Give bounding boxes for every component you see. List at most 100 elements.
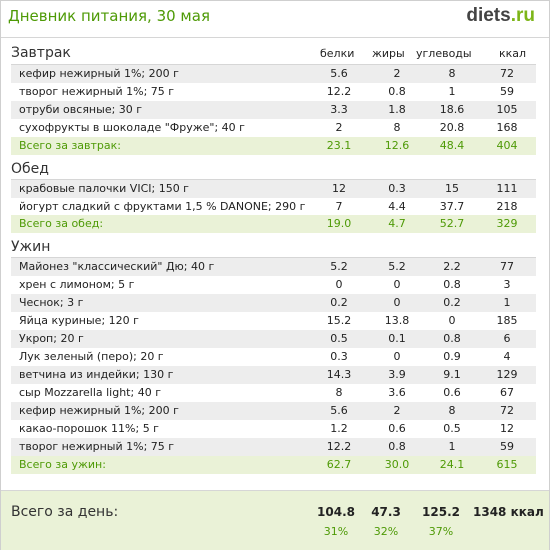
kcal-total: 615 bbox=[496, 458, 518, 471]
table-row: хрен с лимоном; 5 г 0 0 0.8 3 bbox=[11, 276, 536, 295]
fat-value: 0.3 bbox=[388, 182, 406, 195]
kcal-value: 111 bbox=[496, 182, 518, 195]
section-title-lunch: Обед bbox=[11, 161, 49, 177]
carbs-value: 1 bbox=[448, 440, 456, 453]
table-row: кефир нежирный 1%; 200 г 5.6 2 8 72 bbox=[11, 65, 536, 84]
kcal-value: 4 bbox=[503, 350, 511, 363]
table-row: сыр Mozzarella light; 40 г 8 3.6 0.6 67 bbox=[11, 384, 536, 403]
section-divider bbox=[11, 257, 536, 258]
table-row: отруби овсяные; 30 г 3.3 1.8 18.6 105 bbox=[11, 101, 536, 120]
breakfast-total-row: Всего за завтрак: 23.1 12.6 48.4 404 bbox=[11, 137, 536, 156]
table-row: творог нежирный 1%; 75 г 12.2 0.8 1 59 bbox=[11, 438, 536, 457]
column-header-protein: белки bbox=[320, 47, 355, 60]
protein-value: 12.2 bbox=[326, 85, 352, 98]
kcal-value: 3 bbox=[503, 278, 511, 291]
carbs-value: 0.8 bbox=[443, 278, 461, 291]
carbs-total: 24.1 bbox=[439, 458, 465, 471]
column-header-carbs: углеводы bbox=[416, 47, 472, 60]
food-name: сыр Mozzarella light; 40 г bbox=[19, 386, 161, 399]
logo-main: diets bbox=[466, 5, 511, 26]
logo-tld: .ru bbox=[510, 5, 535, 26]
day-carbs-percent: 37% bbox=[428, 525, 454, 538]
protein-value: 5.6 bbox=[330, 67, 348, 80]
section-divider bbox=[11, 64, 536, 65]
fat-value: 1.8 bbox=[388, 103, 406, 116]
protein-value: 5.6 bbox=[330, 404, 348, 417]
kcal-value: 59 bbox=[500, 85, 514, 98]
fat-value: 4.4 bbox=[388, 200, 406, 213]
day-total-label: Всего за день: bbox=[11, 504, 119, 520]
carbs-value: 0.6 bbox=[443, 386, 461, 399]
kcal-value: 72 bbox=[500, 404, 514, 417]
protein-value: 5.2 bbox=[330, 260, 348, 273]
fat-total: 30.0 bbox=[384, 458, 410, 471]
protein-value: 7 bbox=[335, 200, 343, 213]
fat-value: 0.8 bbox=[388, 85, 406, 98]
protein-value: 0.5 bbox=[330, 332, 348, 345]
fat-value: 0.1 bbox=[388, 332, 406, 345]
section-title-breakfast: Завтрак bbox=[11, 45, 71, 61]
food-name: какао-порошок 11%; 5 г bbox=[19, 422, 159, 435]
kcal-total: 404 bbox=[496, 139, 518, 152]
fat-value: 5.2 bbox=[388, 260, 406, 273]
protein-value: 0.3 bbox=[330, 350, 348, 363]
table-row: Яйца куриные; 120 г 15.2 13.8 0 185 bbox=[11, 312, 536, 331]
fat-value: 8 bbox=[393, 121, 401, 134]
food-name: ветчина из индейки; 130 г bbox=[19, 368, 174, 381]
food-name: Лук зеленый (перо); 20 г bbox=[19, 350, 164, 363]
fat-value: 0 bbox=[393, 350, 401, 363]
food-name: Яйца куриные; 120 г bbox=[19, 314, 139, 327]
kcal-value: 1 bbox=[503, 296, 511, 309]
kcal-value: 59 bbox=[500, 440, 514, 453]
carbs-total: 48.4 bbox=[439, 139, 465, 152]
protein-value: 2 bbox=[335, 121, 343, 134]
carbs-value: 9.1 bbox=[443, 368, 461, 381]
protein-value: 14.3 bbox=[326, 368, 352, 381]
carbs-value: 20.8 bbox=[439, 121, 465, 134]
kcal-value: 129 bbox=[496, 368, 518, 381]
fat-value: 13.8 bbox=[384, 314, 410, 327]
table-row: сухофрукты в шоколаде "Фруже"; 40 г 2 8 … bbox=[11, 119, 536, 138]
fat-value: 2 bbox=[393, 67, 401, 80]
food-name: творог нежирный 1%; 75 г bbox=[19, 85, 175, 98]
table-row: Лук зеленый (перо); 20 г 0.3 0 0.9 4 bbox=[11, 348, 536, 367]
food-name: отруби овсяные; 30 г bbox=[19, 103, 143, 116]
protein-value: 12.2 bbox=[326, 440, 352, 453]
fat-total: 12.6 bbox=[384, 139, 410, 152]
kcal-value: 168 bbox=[496, 121, 518, 134]
food-name: Майонез "классический" Дю; 40 г bbox=[19, 260, 215, 273]
total-label: Всего за ужин: bbox=[19, 458, 106, 471]
carbs-value: 18.6 bbox=[439, 103, 465, 116]
protein-total: 19.0 bbox=[326, 217, 352, 230]
carbs-total: 52.7 bbox=[439, 217, 465, 230]
table-row: Чеснок; 3 г 0.2 0 0.2 1 bbox=[11, 294, 536, 313]
day-total-panel: Всего за день: 104.8 47.3 125.2 1348 кка… bbox=[1, 490, 549, 550]
food-name: Чеснок; 3 г bbox=[19, 296, 84, 309]
protein-value: 12 bbox=[332, 182, 346, 195]
carbs-value: 15 bbox=[445, 182, 459, 195]
carbs-value: 1 bbox=[448, 85, 456, 98]
kcal-value: 218 bbox=[496, 200, 518, 213]
section-title-dinner: Ужин bbox=[11, 239, 51, 255]
page-title: Дневник питания, 30 мая bbox=[8, 7, 210, 25]
protein-value: 8 bbox=[335, 386, 343, 399]
protein-value: 0.2 bbox=[330, 296, 348, 309]
carbs-value: 0.9 bbox=[443, 350, 461, 363]
table-row: кефир нежирный 1%; 200 г 5.6 2 8 72 bbox=[11, 402, 536, 421]
total-label: Всего за обед: bbox=[19, 217, 104, 230]
protein-value: 0 bbox=[335, 278, 343, 291]
fat-value: 0 bbox=[393, 296, 401, 309]
table-row: творог нежирный 1%; 75 г 12.2 0.8 1 59 bbox=[11, 83, 536, 102]
food-name: Укроп; 20 г bbox=[19, 332, 84, 345]
column-header-kcal: ккал bbox=[499, 47, 527, 60]
kcal-value: 72 bbox=[500, 67, 514, 80]
site-logo[interactable]: diets.ru bbox=[466, 5, 535, 27]
carbs-value: 0 bbox=[448, 314, 456, 327]
day-protein-percent: 31% bbox=[323, 525, 349, 538]
carbs-value: 0.5 bbox=[443, 422, 461, 435]
table-row: ветчина из индейки; 130 г 14.3 3.9 9.1 1… bbox=[11, 366, 536, 385]
food-name: йогурт сладкий с фруктами 1,5 % DANONE; … bbox=[19, 200, 306, 213]
table-row: Майонез "классический" Дю; 40 г 5.2 5.2 … bbox=[11, 258, 536, 277]
page-header: Дневник питания, 30 мая diets.ru bbox=[1, 1, 549, 37]
